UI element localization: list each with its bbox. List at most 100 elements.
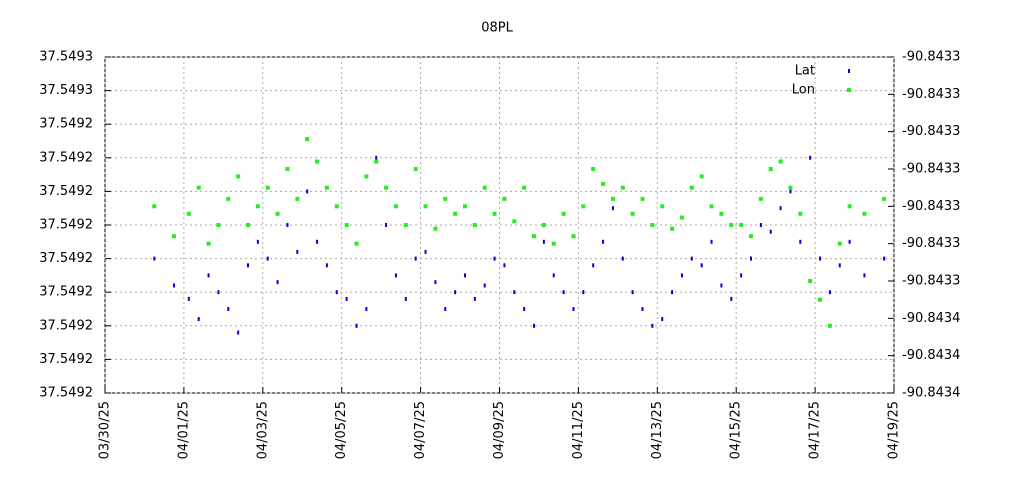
x-tick-label: 04/17/25 bbox=[808, 401, 823, 459]
y2-tick-label: -90.8433 bbox=[902, 274, 960, 289]
point bbox=[404, 296, 407, 301]
point bbox=[324, 185, 329, 190]
point bbox=[513, 290, 516, 295]
point bbox=[709, 204, 714, 209]
y-tick-label: 37.5492 bbox=[39, 285, 93, 300]
y-tick-label: 37.5492 bbox=[39, 184, 93, 199]
point bbox=[433, 226, 438, 231]
chart-title: 08PL bbox=[481, 21, 513, 36]
point bbox=[153, 256, 156, 261]
y2-tick-label: -90.8433 bbox=[902, 236, 960, 251]
x-tick-label: 04/09/25 bbox=[492, 401, 507, 459]
y2-tick-label: -90.8433 bbox=[902, 124, 960, 139]
x-tick-label: 04/03/25 bbox=[255, 401, 270, 459]
point bbox=[749, 256, 752, 261]
point bbox=[207, 273, 210, 278]
point bbox=[305, 137, 310, 142]
legend-label: Lat bbox=[795, 64, 815, 79]
point bbox=[542, 239, 545, 244]
y2-tick-label: -90.8433 bbox=[902, 87, 960, 102]
point bbox=[631, 290, 634, 295]
point bbox=[394, 273, 397, 278]
point bbox=[838, 263, 841, 268]
y-tick-label: 37.5492 bbox=[39, 218, 93, 233]
point bbox=[740, 273, 743, 278]
point bbox=[237, 330, 240, 335]
point bbox=[769, 229, 772, 234]
point bbox=[882, 196, 887, 201]
point bbox=[493, 256, 496, 261]
point bbox=[827, 323, 832, 328]
point bbox=[768, 167, 773, 171]
point bbox=[453, 211, 458, 216]
point bbox=[862, 211, 867, 216]
point bbox=[661, 317, 664, 322]
point bbox=[375, 155, 378, 160]
point bbox=[206, 241, 211, 246]
y2-tick-label: -90.8433 bbox=[902, 50, 960, 65]
point bbox=[172, 234, 177, 239]
point bbox=[444, 307, 447, 311]
point bbox=[462, 204, 467, 209]
y2-tick-label: -90.8434 bbox=[902, 348, 960, 363]
point bbox=[758, 196, 763, 201]
point bbox=[424, 249, 427, 254]
point bbox=[393, 204, 398, 209]
point bbox=[799, 239, 802, 244]
point bbox=[571, 234, 576, 239]
point bbox=[423, 204, 428, 209]
x-tick-label: 04/11/25 bbox=[571, 401, 586, 459]
point bbox=[173, 283, 176, 288]
point bbox=[197, 317, 200, 322]
point bbox=[611, 206, 614, 211]
point bbox=[602, 239, 605, 244]
point bbox=[680, 273, 683, 278]
point bbox=[522, 185, 527, 190]
point bbox=[710, 239, 713, 244]
point bbox=[739, 223, 744, 227]
point bbox=[819, 256, 822, 261]
point bbox=[365, 307, 368, 311]
y-tick-label: 37.5492 bbox=[39, 150, 93, 165]
x-tick-label: 04/19/25 bbox=[887, 401, 902, 459]
point bbox=[620, 185, 625, 190]
point bbox=[552, 273, 555, 278]
point bbox=[798, 211, 803, 216]
point bbox=[641, 307, 644, 311]
y-tick-label: 37.5493 bbox=[39, 83, 93, 98]
x-tick-label: 04/15/25 bbox=[729, 401, 744, 459]
point bbox=[247, 263, 250, 268]
point bbox=[364, 174, 369, 179]
x-tick-label: 04/01/25 bbox=[176, 401, 191, 459]
point bbox=[541, 223, 546, 227]
point bbox=[730, 296, 733, 301]
point bbox=[266, 256, 269, 261]
point bbox=[533, 323, 536, 328]
point bbox=[334, 204, 339, 209]
point bbox=[414, 256, 417, 261]
point bbox=[443, 196, 448, 201]
legend-label: Lon bbox=[792, 83, 815, 98]
x-tick-label: 04/13/25 bbox=[650, 401, 665, 459]
point bbox=[473, 296, 476, 301]
point bbox=[689, 185, 694, 190]
point bbox=[296, 249, 299, 254]
point bbox=[325, 263, 328, 268]
point bbox=[227, 307, 230, 311]
point bbox=[355, 323, 358, 328]
point bbox=[454, 290, 457, 295]
point bbox=[226, 196, 231, 201]
point bbox=[630, 211, 635, 216]
point bbox=[748, 234, 753, 239]
point bbox=[759, 223, 762, 227]
point bbox=[582, 290, 585, 295]
point bbox=[275, 211, 280, 216]
point bbox=[256, 239, 259, 244]
point bbox=[562, 290, 565, 295]
point bbox=[217, 290, 220, 295]
point bbox=[295, 196, 300, 201]
point bbox=[255, 204, 260, 209]
point bbox=[651, 323, 654, 328]
point bbox=[671, 290, 674, 295]
point bbox=[837, 241, 842, 246]
